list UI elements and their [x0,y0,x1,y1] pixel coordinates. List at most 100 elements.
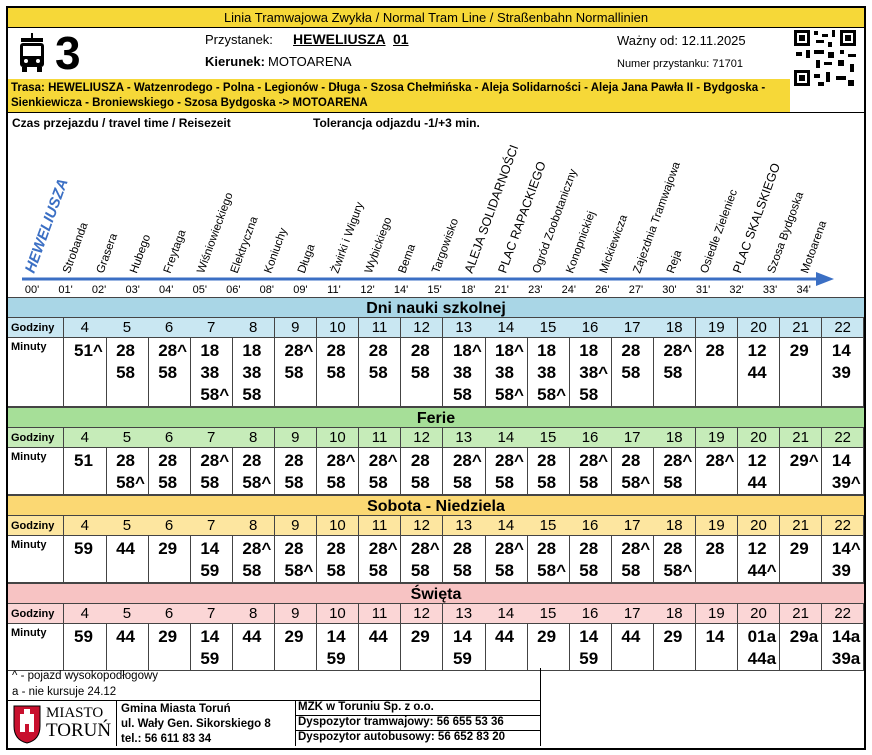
minutes-cell: 29 [148,536,191,583]
minutes-cell: 28^ [695,448,739,495]
minute: 58 [410,561,430,580]
stop-name: Motoarena [799,219,829,275]
minute: 58^ [242,473,272,492]
minutes-cell: 28 58^ [274,536,318,583]
stop-name: Elektryczna [229,215,261,276]
hour-cell: 16 [569,516,612,536]
minutes-label: Minuty [8,536,64,583]
minute: 29 [789,341,809,360]
minutes-cell: 28^ 58 [653,338,697,407]
stop-time: 24' [562,284,576,296]
minutes-cell: 28 58 [274,448,318,495]
hour-cell: 17 [611,604,654,624]
hour-cell: 15 [527,318,570,338]
hour-cell: 14 [485,318,528,338]
minute: 58 [284,363,304,382]
minute: 28 [158,451,178,470]
stop-time: 01' [58,284,72,296]
hour-cell: 6 [148,318,191,338]
minute: 38 [200,363,220,382]
minute: 28^ [368,451,398,470]
hour-cell: 6 [148,604,191,624]
hour-cell: 4 [64,428,107,448]
hour-cell: 9 [274,516,318,536]
hours-label: Godziny [8,516,64,536]
hour-cell: 9 [274,428,318,448]
hour-cell: 17 [611,318,654,338]
hour-cell: 10 [316,318,360,338]
minute: 58^ [116,473,145,492]
minute: 28^ [663,341,693,360]
minute: 39 [831,561,851,580]
hour-cell: 8 [232,428,275,448]
minute: 18^ [495,341,524,360]
minute: 28 [116,451,136,470]
minutes-cell: 28 58 [527,448,570,495]
minutes-cell: 14 59 [569,624,612,671]
minute: 28 [452,539,472,558]
minute: 28 [368,341,388,360]
minutes-cell: 28^ 58 [190,448,233,495]
stop-time: 15' [427,284,441,296]
minute: 58 [663,363,683,382]
stop-name: Mickiewicza [598,213,630,275]
hour-cell: 20 [737,428,781,448]
hour-cell: 14 [485,428,528,448]
hour-cell: 16 [569,428,612,448]
hour-cell: 19 [695,428,739,448]
hour-cell: 8 [232,604,275,624]
minute: 14a [831,627,861,646]
hour-cell: 9 [274,318,318,338]
hour-cell: 11 [358,516,402,536]
minute: 44 [747,363,767,382]
operator-line: Dyspozytor autobusowy: 56 652 83 20 [298,731,506,743]
stop-time: 32' [729,284,743,296]
minutes-cell: 28 58 [106,338,149,407]
minutes-cell: 44 [485,624,528,671]
minute: 14 [200,539,220,558]
minute: 44 [747,473,767,492]
minute: 59 [74,627,93,646]
minute: 44 [116,539,136,558]
hour-cell: 5 [106,318,149,338]
minutes-cell: 28 58 [442,536,486,583]
stop-name: Strobanda [61,220,91,275]
minute: 14 [579,627,599,646]
minute: 59 [200,561,220,580]
minutes-cell: 14 39^ [821,448,865,495]
gmina-line: tel.: 56 611 83 34 [121,733,212,745]
minute: 28^ [495,539,524,558]
minute: 58 [452,561,472,580]
minute: 28 [621,341,641,360]
stop-time: 30' [662,284,676,296]
minutes-cell: 29 [400,624,444,671]
stop-name: Szosa Bydgoska [766,190,807,275]
minute: 58^ [621,473,651,492]
minute: 58^ [284,561,314,580]
minute: 58^ [537,385,566,404]
legend-item: ^ - pojazd wysokopodłogowy [12,670,159,682]
minutes-cell: 29 [779,536,823,583]
minutes-cell: 28^ 58 [358,448,402,495]
minute: 28 [579,539,599,558]
section-title: Ferie [8,407,864,428]
hours-label: Godziny [8,604,64,624]
divider [116,700,117,746]
minutes-cell: 44 [358,624,402,671]
minute: 28 [621,451,641,470]
minute: 12 [747,341,767,360]
hour-cell: 21 [779,604,823,624]
minute: 58 [410,473,430,492]
minute: 28 [705,539,725,558]
minutes-cell: 28 58 [569,536,612,583]
hour-cell: 18 [653,318,697,338]
minutes-cell: 18 38 58^ [527,338,570,407]
stop-time: 08' [260,284,274,296]
hour-cell: 7 [190,318,233,338]
minute: 28^ [158,341,188,360]
minute: 28^ [663,451,693,470]
stop-name: Bema [397,242,419,275]
minute: 58 [452,473,472,492]
minute: 38 [537,363,557,382]
divider [540,668,541,746]
